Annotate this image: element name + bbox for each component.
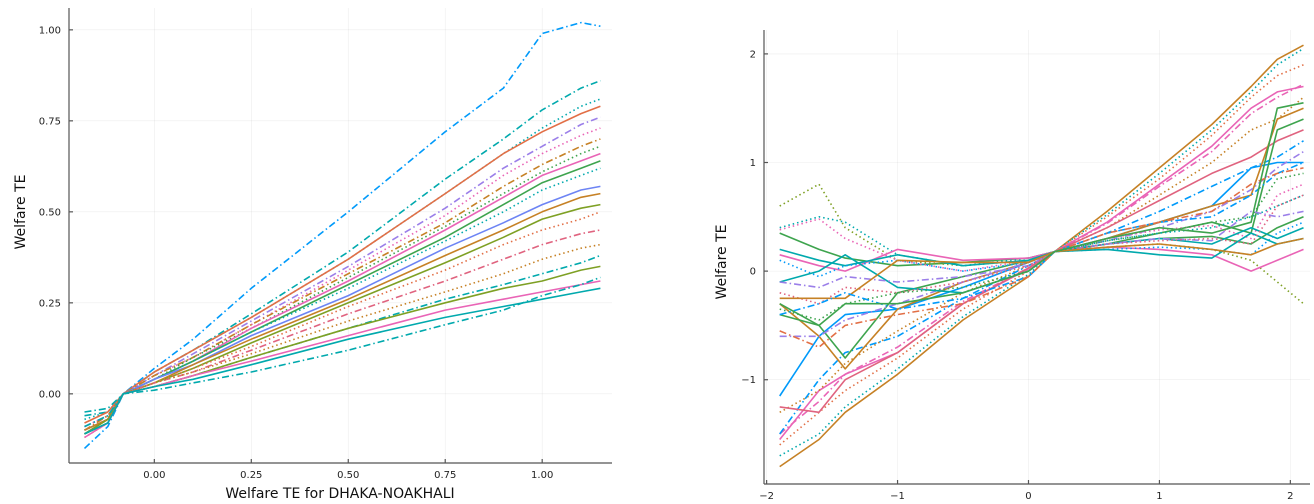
left-chart-y-tick-label: 0.00 xyxy=(39,389,61,400)
right-chart-series-r5 xyxy=(779,83,1304,435)
right-chart-series-r16 xyxy=(779,183,1304,272)
left-chart-x-axis-title: Welfare TE for DHAKA-NOAKHALI xyxy=(225,486,454,502)
left-chart-y-tick-label: 0.25 xyxy=(39,298,61,309)
left-chart-y-tick-label: 0.75 xyxy=(39,116,61,127)
right-chart-axes xyxy=(763,30,1310,485)
left-chart-series-s21 xyxy=(84,287,601,435)
right-chart-series-r23 xyxy=(779,237,1304,300)
right-chart-y-tick-label: 1 xyxy=(750,158,756,169)
left-chart-grid xyxy=(69,8,612,463)
right-chart-y-axis-title: Welfare TE xyxy=(714,225,730,300)
right-chart-series-r12 xyxy=(779,150,1304,338)
right-chart-series-r9 xyxy=(779,161,1304,397)
left-chart-series-s2 xyxy=(84,80,601,417)
right-chart-x-ticks: −2 −1 0 1 2 xyxy=(759,480,1294,502)
right-chart-y-ticks: −1 0 1 2 xyxy=(741,49,768,386)
left-chart-series-s13 xyxy=(84,192,601,431)
left-chart-x-tick-label: 0.75 xyxy=(434,470,456,481)
right-chart-x-tick-label: −1 xyxy=(890,491,905,502)
right-chart-panel: −2 −1 0 1 2 −1 0 1 2 Welfare TE xyxy=(714,30,1310,502)
left-chart-series-s6 xyxy=(84,127,601,428)
right-chart-series-r2 xyxy=(779,47,1304,457)
left-chart-x-tick-label: 0.00 xyxy=(143,470,165,481)
left-chart-series-s19 xyxy=(84,265,601,435)
left-chart-y-axis-title: Welfare TE xyxy=(13,175,29,250)
left-chart-series-s11 xyxy=(84,167,601,435)
left-chart-x-tick-label: 0.50 xyxy=(337,470,359,481)
left-chart-series xyxy=(83,21,601,449)
left-chart-series-s14 xyxy=(84,203,601,435)
left-chart-axes xyxy=(68,8,612,464)
left-chart-x-ticks: 0.00 0.25 0.50 0.75 1.00 xyxy=(143,459,553,481)
right-chart-series-r20 xyxy=(779,232,1304,294)
left-chart-y-tick-label: 1.00 xyxy=(39,25,61,36)
right-chart-x-tick-label: −2 xyxy=(759,491,774,502)
left-chart-x-tick-label: 1.00 xyxy=(531,470,553,481)
left-chart-x-tick-label: 0.25 xyxy=(240,470,262,481)
left-chart-series-s22 xyxy=(84,276,601,413)
right-chart-x-tick-label: 1 xyxy=(1156,491,1162,502)
right-chart-series-r7 xyxy=(779,140,1304,435)
right-chart-y-tick-label: 2 xyxy=(750,49,756,60)
right-chart-series-r27 xyxy=(779,102,1304,327)
right-chart-x-tick-label: 0 xyxy=(1025,491,1031,502)
left-chart-series-s15 xyxy=(84,211,601,439)
right-chart-series-r26 xyxy=(779,167,1304,348)
right-chart-y-tick-label: −1 xyxy=(741,375,756,386)
right-chart-series-r24 xyxy=(779,172,1304,321)
left-chart-series-s16 xyxy=(84,229,601,435)
right-chart-series xyxy=(779,44,1305,468)
left-chart-y-ticks: 0.00 0.25 0.50 0.75 1.00 xyxy=(39,25,73,400)
right-chart-x-tick-label: 2 xyxy=(1287,491,1293,502)
left-chart-y-tick-label: 0.50 xyxy=(39,207,61,218)
left-chart-panel: 0.00 0.25 0.50 0.75 1.00 0.00 0.25 0.50 0.75 1.0… xyxy=(13,8,612,502)
right-chart-y-tick-label: 0 xyxy=(750,267,756,278)
